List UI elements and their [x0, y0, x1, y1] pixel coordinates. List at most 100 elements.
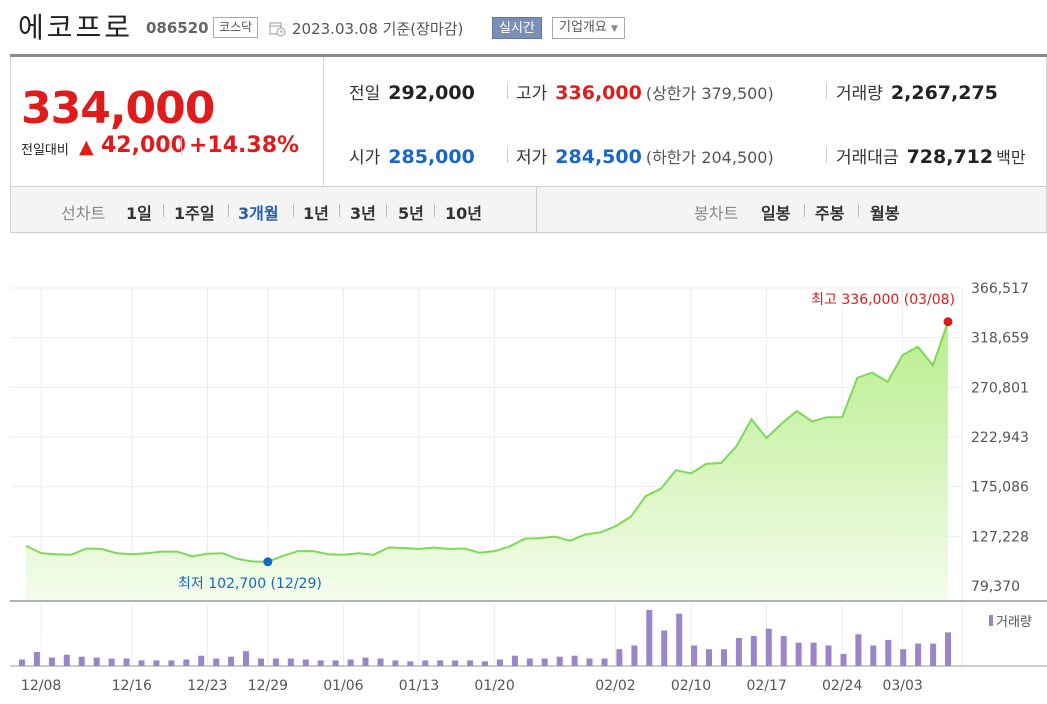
volume-bar [138, 660, 145, 666]
stock-name: 에코프로 [18, 11, 134, 44]
stock-header: 에코프로 086520 코스닥 2023.03.08 기준(장마감) 실시간 기… [0, 0, 1047, 56]
y-tick-label: 79,370 [971, 579, 1020, 595]
volume-bar [392, 660, 399, 666]
min-label: 최저 102,700 (12/29) [178, 576, 322, 592]
volume-bar [586, 658, 593, 666]
caret-down-icon: ▼ [610, 24, 618, 34]
volume-bar [735, 638, 742, 666]
volume-bar [377, 658, 384, 666]
volume-bar [646, 610, 653, 666]
volume-bar [945, 632, 951, 666]
chart-labels: 366,517 318,659 270,801 222,943 175,086 127,2… [21, 281, 1032, 694]
volume-bar [19, 659, 25, 666]
volume-bar [676, 613, 683, 666]
x-tick-label: 02/17 [746, 678, 786, 694]
volume-bar [228, 656, 235, 666]
volume-bar [795, 642, 802, 666]
change-percent: +14.38% [189, 133, 300, 158]
day-low: 저가 284,500 (하한가 204,500) [516, 146, 774, 168]
volume-bar [930, 643, 937, 666]
quote-panel: 334,000 전일대비 ▲ 42,000 +14.38% 전일 292,000 … [10, 57, 1047, 187]
x-tick-label: 12/29 [248, 678, 288, 694]
volume-bar [706, 649, 712, 666]
period-selector: 선차트 1일 1주일 3개월 1년 3년 5년 10년 봉차트 일봉 주봉 월봉 [10, 186, 1047, 233]
volume-bar [616, 649, 623, 666]
current-price: 334,000 [21, 83, 215, 134]
y-tick-label: 175,086 [971, 480, 1029, 496]
open-price: 시가 285,000 [349, 146, 475, 168]
x-tick-label: 02/24 [822, 678, 862, 694]
volume-bar [422, 660, 429, 666]
current-price-block: 334,000 전일대비 ▲ 42,000 +14.38% [11, 57, 324, 187]
volume-bar [661, 630, 668, 666]
market-badge: 코스닥 [213, 17, 259, 38]
prev-close: 전일 292,000 [349, 82, 475, 104]
company-info-dropdown[interactable]: 기업개요 ▼ [552, 17, 625, 39]
volume-bar [482, 661, 488, 666]
period-3y[interactable]: 3년 [350, 204, 376, 223]
x-tick-label: 01/20 [474, 678, 514, 694]
price-area [25, 317, 953, 600]
y-tick-label: 318,659 [971, 331, 1029, 347]
x-tick-label: 01/13 [399, 678, 439, 694]
volume-bar [153, 660, 160, 666]
volume-bar [467, 660, 474, 666]
volume-bar [840, 653, 847, 666]
period-1w[interactable]: 1주일 [174, 204, 215, 223]
volume-bar [287, 658, 294, 666]
realtime-button[interactable]: 실시간 [492, 17, 542, 39]
candle-chart-label: 봉차트 [694, 204, 739, 223]
period-1d[interactable]: 1일 [126, 204, 152, 223]
candle-daily[interactable]: 일봉 [761, 204, 791, 223]
x-tick-label: 12/23 [187, 678, 227, 694]
volume-bar [78, 656, 85, 666]
x-tick-label: 02/10 [671, 678, 711, 694]
up-arrow-icon: ▲ [79, 136, 94, 158]
volume-bar [48, 657, 55, 666]
volume-bar [63, 654, 70, 666]
volume-bar [541, 658, 548, 666]
volume-bar [885, 639, 892, 666]
x-tick-label: 03/03 [882, 678, 922, 694]
price-chart: 366,517 318,659 270,801 222,943 175,086 127,2… [10, 281, 1047, 694]
volume-bar [601, 658, 608, 666]
volume-legend: 거래량 [996, 615, 1032, 630]
volume-bar [93, 657, 100, 666]
volume-bar [243, 651, 249, 666]
y-tick-label: 127,228 [971, 529, 1029, 545]
volume-bar [272, 658, 279, 666]
x-tick-label: 12/08 [21, 678, 61, 694]
volume-bar [362, 657, 369, 666]
change-amount: 42,000 [101, 133, 186, 158]
volume-bar [721, 649, 727, 666]
volume-bar [496, 659, 503, 666]
volume-bar [123, 658, 130, 666]
day-high: 고가 336,000 (상한가 379,500) [516, 82, 774, 104]
quote-date: 2023.03.08 기준(장마감) [292, 20, 464, 38]
volume-bar [691, 645, 698, 666]
volume-bar [213, 658, 220, 666]
y-tick-label: 270,801 [971, 380, 1029, 396]
volume-bar [571, 655, 578, 666]
price-line [25, 321, 949, 563]
period-3m[interactable]: 3개월 [238, 204, 279, 223]
candle-weekly[interactable]: 주봉 [815, 204, 845, 223]
volume-bar [870, 645, 877, 666]
volume-bar [302, 659, 309, 666]
volume-bar [407, 661, 414, 666]
volume-bar [108, 658, 115, 666]
period-5y[interactable]: 5년 [398, 204, 424, 223]
x-tick-label: 01/06 [323, 678, 363, 694]
period-10y[interactable]: 10년 [445, 204, 482, 223]
calendar-icon [269, 22, 286, 37]
max-point-marker [943, 317, 953, 327]
volume-bar [183, 659, 190, 666]
volume-legend-swatch [989, 615, 993, 626]
period-1y[interactable]: 1년 [303, 204, 329, 223]
volume-bar [33, 652, 40, 666]
volume-bar [452, 660, 459, 666]
candle-monthly[interactable]: 월봉 [870, 204, 900, 223]
line-chart-label: 선차트 [61, 204, 106, 223]
trading-amount: 거래대금 728,712 백만 [836, 146, 1026, 168]
volume-bar [511, 655, 518, 666]
